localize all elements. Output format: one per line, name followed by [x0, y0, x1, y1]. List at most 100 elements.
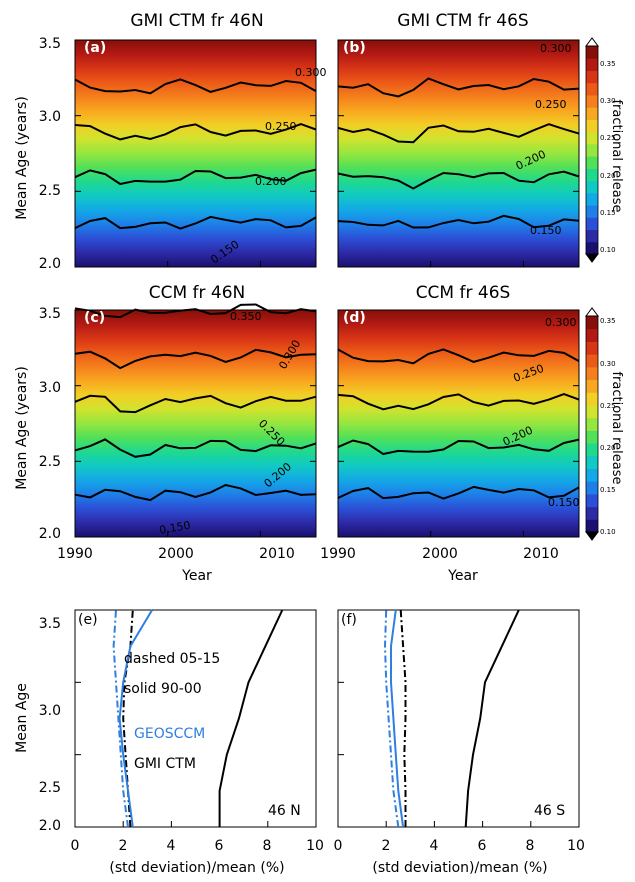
colorbar-swatch-12: [586, 366, 598, 381]
contour-line-b-0.250: [337, 123, 580, 144]
contour-line-b-0.150: [337, 214, 580, 229]
panel-a-ytick-3: 3.5: [39, 36, 61, 52]
colorbar-top-tick-010: 0.10: [600, 246, 616, 254]
panel-c-xtick-0: 1990: [57, 546, 93, 562]
panel-f-label: (f): [341, 612, 357, 628]
panel-e-xlabel: (std deviation)/mean (%): [109, 860, 284, 876]
colorbar-swatch-11: [586, 107, 598, 120]
colorbar-swatch-11: [586, 379, 598, 393]
panel-c-ytick-0: 2.0: [39, 526, 61, 542]
panel-e-xtick-5: 10: [306, 838, 324, 854]
series-line-e-0: [218, 609, 284, 827]
panel-e-xtick-4: 8: [263, 838, 272, 854]
colorbar-swatch-9: [586, 404, 598, 419]
colorbar-under-arrow: [585, 531, 599, 541]
panel-c-ylabel: Mean Age (years): [14, 366, 30, 490]
colorbar-swatch-2: [586, 493, 598, 508]
colorbar-bottom-tick-015: 0.15: [600, 486, 616, 494]
panel-f-xtick-4: 8: [526, 838, 535, 854]
panel-d-plot: [337, 309, 580, 538]
colorbar-swatch-2: [586, 217, 598, 231]
plot-frame-f: [337, 609, 580, 828]
colorbar-swatch-9: [586, 131, 598, 145]
colorbar-swatch-7: [586, 156, 598, 169]
series-line-e-3: [112, 609, 129, 828]
panel-e-region-label: 46 N: [268, 803, 301, 819]
contour-label-d-0150: 0.150: [548, 496, 580, 509]
contour-label-b-0150: 0.150: [530, 224, 562, 237]
contour-label-d-0300: 0.300: [545, 316, 577, 329]
colorbar-under-arrow: [585, 253, 599, 263]
contour-line-d-0.300: [337, 348, 580, 365]
plot-frame-c: [74, 309, 317, 538]
colorbar-top-tick-030: 0.30: [600, 97, 616, 105]
panel-a-ylabel: Mean Age (years): [14, 96, 30, 220]
panel-e-xtick-2: 4: [167, 838, 176, 854]
contour-line-c-0.150: [74, 483, 317, 502]
colorbar-swatch-6: [586, 168, 598, 182]
colorbar-swatch-5: [586, 455, 598, 469]
colorbar-top: [585, 37, 599, 263]
series-line-f-1: [399, 609, 407, 827]
panel-e: (e) 3.5 3.0 2.5 2.0 Mean Age 0 2 4 6 8 1…: [14, 609, 324, 876]
plot-frame-a: [74, 39, 317, 268]
panel-d-xtick-2: 2010: [523, 546, 559, 562]
colorbar-top-tick-020: 0.20: [600, 172, 616, 180]
panel-c-ytick-3: 3.5: [39, 306, 61, 322]
panel-a-plot: [74, 39, 317, 268]
panel-c-xtick-1: 2000: [158, 546, 194, 562]
contour-line-a-0.250: [74, 123, 317, 141]
colorbar-swatch-14: [586, 70, 598, 84]
panel-d-xtick-1: 2000: [422, 546, 458, 562]
colorbar-swatch-3: [586, 205, 598, 218]
colorbar-swatch-7: [586, 430, 598, 444]
panel-d: CCM fr 46S (d) 1990 2000 2010 Year 0.300…: [320, 283, 580, 584]
contour-line-c-0.350: [74, 303, 317, 319]
colorbar-swatch-13: [586, 354, 598, 368]
series-line-e-2: [118, 609, 153, 828]
panel-c-plot: [74, 303, 317, 538]
panel-a-ytick-1: 2.5: [39, 183, 61, 199]
panel-e-ytick-3: 3.5: [39, 616, 61, 632]
panel-f-plot: [337, 609, 580, 828]
colorbar-top-tick-025: 0.25: [600, 134, 616, 142]
panel-f-region-label: 46 S: [534, 803, 565, 819]
panel-f-xtick-3: 6: [478, 838, 487, 854]
panel-a-title: GMI CTM fr 46N: [130, 11, 263, 31]
legend-geosccm-label: GEOSCCM: [134, 726, 205, 742]
panel-d-label: (d): [343, 310, 366, 326]
contour-line-c-0.250: [74, 394, 317, 414]
panel-c-title: CCM fr 46N: [149, 283, 246, 303]
contour-label-b-0250: 0.250: [535, 98, 567, 111]
colorbar-top-labels: 0.35 0.30 0.25 0.20 0.15 0.10 fractional…: [600, 60, 624, 254]
panel-a-ytick-2: 3.0: [39, 109, 61, 125]
colorbar-swatch-12: [586, 94, 598, 108]
colorbar-swatch-0: [586, 241, 598, 255]
colorbar-swatch-10: [586, 119, 598, 133]
colorbar-swatch-16: [586, 46, 598, 59]
heatmap-field-c: [75, 310, 316, 537]
panel-e-ylabel: Mean Age: [14, 683, 30, 753]
panel-f: (f) 0 2 4 6 8 10 (std deviation)/mean (%…: [334, 609, 585, 876]
colorbar-bottom-tick-030: 0.30: [600, 360, 616, 368]
legend-solid-label: solid 90-00: [124, 681, 202, 697]
colorbar-bottom-title: fractional release: [609, 371, 624, 484]
contour-line-c-0.200: [74, 438, 317, 458]
colorbar-over-arrow: [585, 37, 599, 47]
colorbar-swatch-3: [586, 481, 598, 495]
contour-line-a-0.200: [74, 168, 317, 186]
panel-c-ytick-1: 2.5: [39, 454, 61, 470]
colorbar-swatch-4: [586, 468, 598, 482]
legend-dashed-label: dashed 05-15: [124, 651, 220, 667]
contour-line-d-0.250: [337, 393, 580, 411]
plot-frame-e: [74, 609, 317, 828]
panel-f-xtick-2: 4: [430, 838, 439, 854]
panel-a-label: (a): [84, 40, 106, 56]
colorbar-bottom-tick-035: 0.35: [600, 317, 616, 325]
series-line-f-2: [390, 609, 405, 828]
colorbar-swatch-14: [586, 341, 598, 355]
panel-e-xtick-0: 0: [71, 838, 80, 854]
panel-c-label: (c): [84, 310, 105, 326]
contour-line-b-0.200: [337, 170, 580, 190]
